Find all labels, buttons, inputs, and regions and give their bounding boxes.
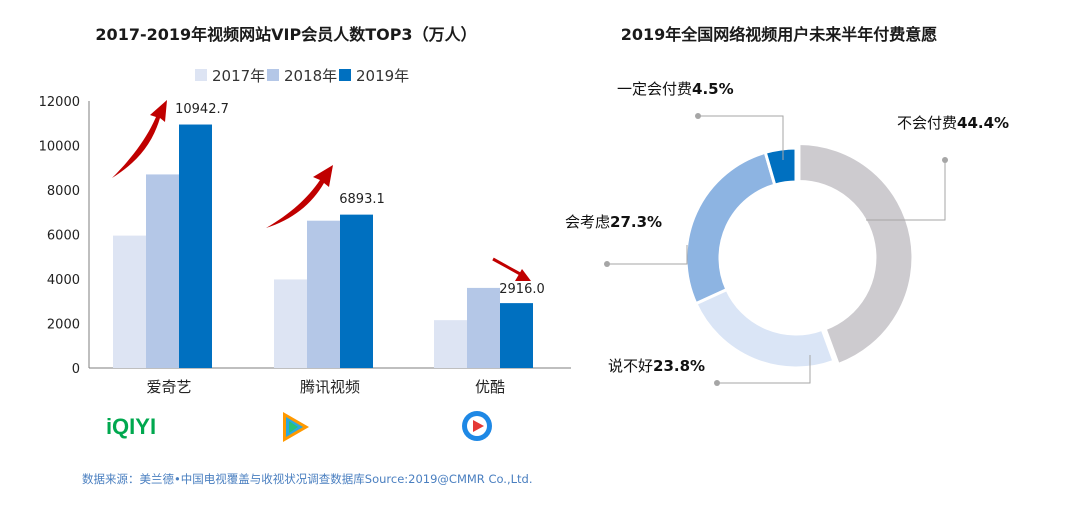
pie-leader-dots <box>604 113 948 386</box>
pie-slice-no-pay <box>797 141 915 367</box>
pie-chart-title: 2019年全国网络视频用户未来半年付费意愿 <box>621 25 938 44</box>
bar-chart-title: 2017-2019年视频网站VIP会员人数TOP3（万人） <box>95 25 476 44</box>
bar-tencent-2017 <box>274 279 307 368</box>
bar-youku-2017 <box>434 320 467 368</box>
category-label-tencent: 腾讯视频 <box>300 378 360 396</box>
bar-iqiyi-2019 <box>179 124 212 368</box>
trend-arrow-youku-down-icon <box>492 257 531 281</box>
tencent-video-logo-icon <box>283 412 309 442</box>
y-tick-label: 0 <box>72 362 80 377</box>
y-tick-label: 10000 <box>39 140 80 155</box>
legend-swatch-2018 <box>267 69 279 81</box>
youku-logo-icon <box>462 411 492 441</box>
pie-label-no-pay: 不会付费44.4% <box>897 114 1009 132</box>
data-label-tencent-2019: 6893.1 <box>339 192 385 207</box>
bar-group <box>113 124 533 368</box>
iqiyi-logo: iQIYI <box>106 409 156 441</box>
y-tick-label: 2000 <box>47 318 80 333</box>
y-tick-label: 4000 <box>47 273 80 288</box>
bar-iqiyi-2017 <box>113 235 146 368</box>
legend-swatch-2017 <box>195 69 207 81</box>
bar-youku-2018 <box>467 287 500 368</box>
trend-arrow-tencent-up-icon <box>266 165 333 228</box>
data-label-youku-2019: 2916.0 <box>499 282 545 297</box>
iqiyi-logo-text: iQIYI <box>106 414 156 439</box>
y-tick-label: 8000 <box>47 184 80 199</box>
legend-label-2019: 2019年 <box>356 67 409 85</box>
pie-label-will-pay: 一定会付费4.5% <box>617 80 734 98</box>
bar-legend: 2017年 2018年 2019年 <box>195 67 409 85</box>
pie-label-consider: 会考虑27.3% <box>565 213 662 231</box>
pie-leader-lines <box>607 115 946 384</box>
bar-tencent-2019 <box>340 214 373 368</box>
pie-slice-consider <box>684 150 777 306</box>
donut-chart <box>684 141 915 370</box>
category-label-youku: 优酷 <box>475 378 505 396</box>
y-ticks: 0 2000 4000 6000 8000 10000 12000 <box>39 95 80 377</box>
legend-swatch-2019 <box>339 69 351 81</box>
data-label-iqiyi-2019: 10942.7 <box>175 102 229 117</box>
pie-slice-will-pay <box>763 146 798 187</box>
trend-arrow-iqiyi-up-icon <box>112 100 167 178</box>
category-label-iqiyi: 爱奇艺 <box>146 378 191 396</box>
bar-tencent-2018 <box>307 220 340 368</box>
bar-youku-2019 <box>500 303 533 368</box>
legend-label-2018: 2018年 <box>284 67 337 85</box>
source-note: 数据来源：美兰德•中国电视覆盖与收视状况调查数据库Source:2019@CMM… <box>82 472 533 486</box>
y-tick-label: 6000 <box>47 229 80 244</box>
pie-label-not-sure: 说不好23.8% <box>608 357 705 375</box>
pie-slice-not-sure <box>693 287 836 370</box>
bar-iqiyi-2018 <box>146 174 179 368</box>
legend-label-2017: 2017年 <box>212 67 265 85</box>
y-tick-label: 12000 <box>39 95 80 110</box>
